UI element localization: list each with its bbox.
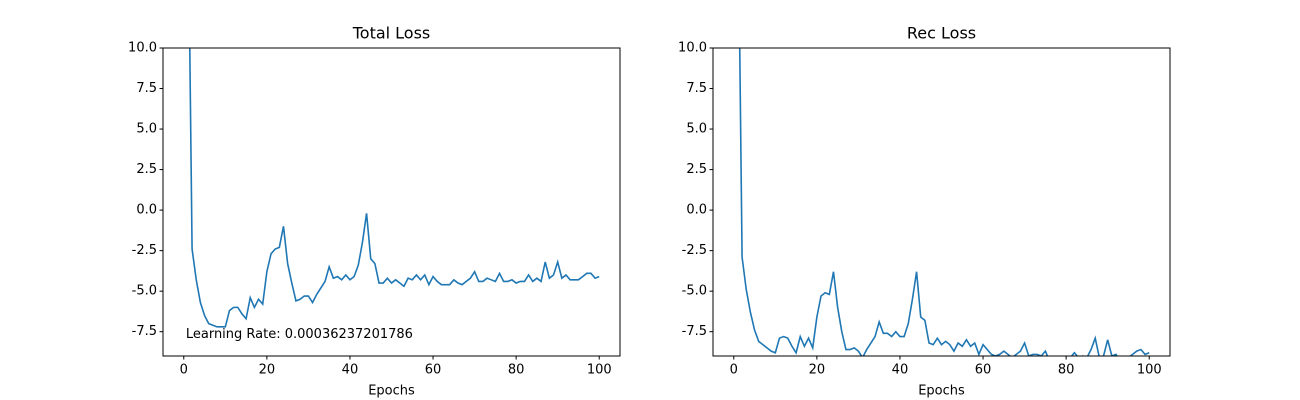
y-tick-label: 0.0	[686, 203, 707, 218]
x-tick-label: 80	[508, 363, 525, 378]
subplot: Rec Loss 10.0 7.5 5.0 2.5 0.0 -2.5 -5.0 -7.5 0 20 4…	[678, 24, 1171, 399]
chart-title: Total Loss	[352, 24, 431, 43]
x-tick-label: 0	[730, 363, 738, 378]
x-tick-label: 40	[892, 363, 909, 378]
x-tick-label: 80	[1058, 363, 1075, 378]
axes-frame	[162, 47, 621, 357]
x-tick-label: 20	[259, 363, 276, 378]
x-tick-label: 60	[425, 363, 442, 378]
y-tick-label: 2.5	[686, 162, 707, 177]
y-tick-label: -2.5	[682, 243, 707, 258]
annotation: Learning Rate: 0.00036237201786	[186, 327, 413, 342]
y-tick-label: 0.0	[136, 203, 157, 218]
y-tick-label: -2.5	[132, 243, 157, 258]
y-tick-label: -5.0	[682, 284, 707, 299]
x-tick-label: 0	[180, 363, 188, 378]
y-tick-label: 10.0	[678, 41, 707, 56]
subplot: Total Loss 10.0 7.5 5.0 2.5 0.0 -2.5 -5.0 -7.5 0 2…	[128, 24, 621, 399]
y-tick-label: 5.0	[686, 122, 707, 137]
y-tick-label: 7.5	[136, 81, 157, 96]
y-tick-label: -7.5	[132, 324, 157, 339]
y-tick-label: 2.5	[136, 162, 157, 177]
x-tick-label: 20	[809, 363, 826, 378]
x-axis-label: Epochs	[368, 384, 415, 399]
axes-frame	[712, 47, 1171, 357]
loss-line	[738, 48, 1150, 356]
y-tick-label: -5.0	[132, 284, 157, 299]
chart-title: Rec Loss	[907, 24, 976, 43]
x-tick-label: 100	[1137, 363, 1162, 378]
x-tick-label: 60	[975, 363, 992, 378]
y-tick-label: 5.0	[136, 122, 157, 137]
x-axis-label: Epochs	[918, 384, 965, 399]
x-tick-label: 100	[587, 363, 612, 378]
loss-line	[188, 48, 600, 328]
y-tick-label: 10.0	[128, 41, 157, 56]
y-tick-label: -7.5	[682, 324, 707, 339]
x-tick-label: 40	[342, 363, 359, 378]
y-tick-label: 7.5	[686, 81, 707, 96]
